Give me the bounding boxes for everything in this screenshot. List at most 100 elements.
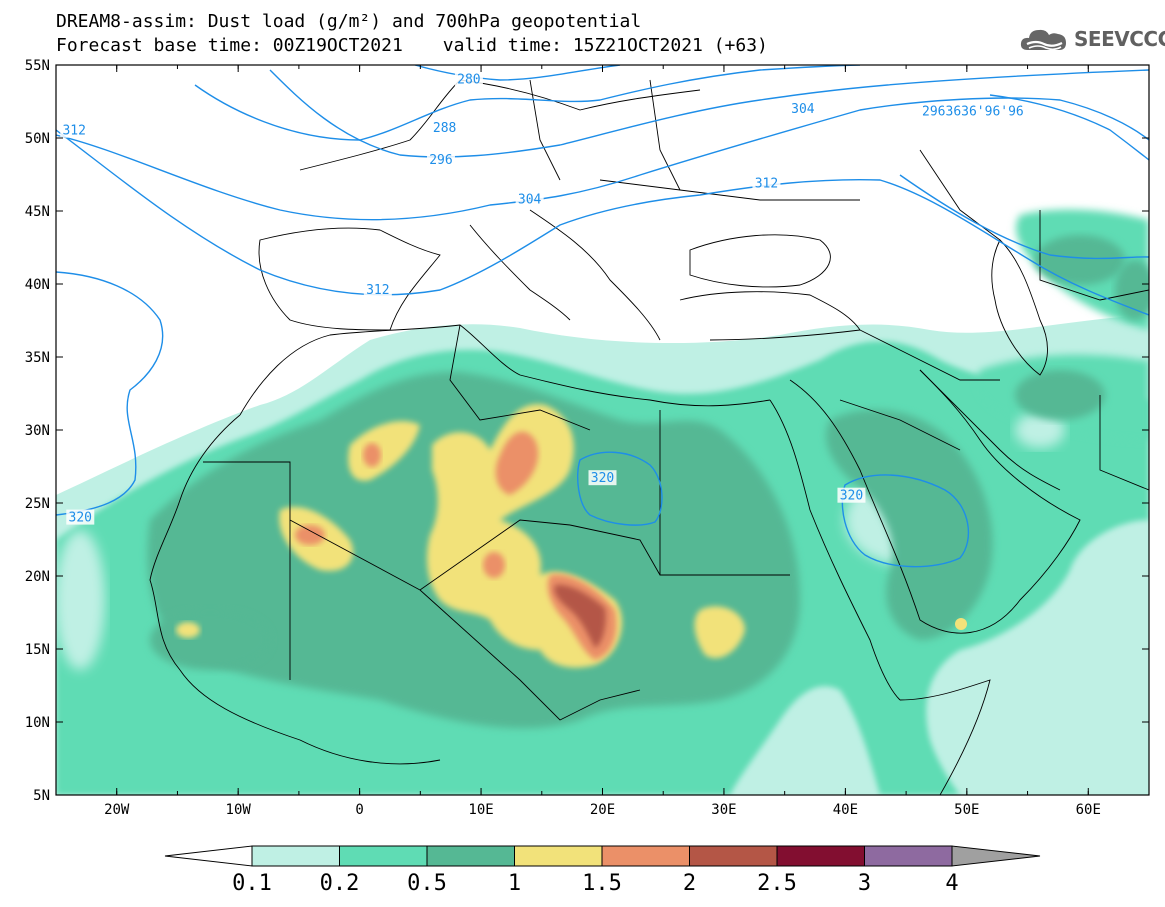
contour-label-bg [60, 122, 89, 138]
contour-288 [194, 65, 861, 141]
lat-label: 45N [25, 204, 50, 220]
contour-label: 320 [591, 471, 614, 486]
contour-label: 288 [433, 121, 456, 136]
dust-field [56, 65, 1149, 795]
lon-label: 0 [355, 802, 363, 818]
coastline-west-africa [149, 414, 441, 765]
colorbar-over-arrow [951, 845, 1041, 867]
contour-304-east [989, 94, 1149, 161]
dust-level-1 [694, 606, 745, 659]
coastline-italy [469, 224, 571, 321]
coastline-iberia [258, 227, 441, 331]
border [203, 461, 291, 680]
dust-level-0.5-iran [1015, 370, 1105, 420]
lat-label: 35N [25, 350, 50, 366]
lon-label: 50E [954, 802, 979, 818]
lon-label: 10E [468, 802, 493, 818]
border [599, 179, 860, 201]
coastline-balkans [529, 209, 661, 341]
contour-320-arabia [841, 474, 970, 568]
latitude-axis: 55N 50N 45N 40N 35N 30N 25N 20N 15N 10N 5N [25, 58, 1149, 804]
colorbar-swatch [689, 845, 778, 867]
border [859, 329, 1000, 381]
lon-label: 20W [104, 802, 130, 818]
contour-312-west [56, 271, 164, 516]
contour-label-bg [515, 191, 544, 207]
colorbar-tick-label: 1 [508, 871, 521, 896]
colorbar-tick-label: 1.5 [582, 871, 622, 896]
border [289, 519, 571, 591]
lat-label: 10N [25, 715, 50, 731]
colorbar-swatch [426, 845, 515, 867]
base-time: Forecast base time: 00Z19OCT2021 [56, 35, 403, 56]
contour-label: 320 [840, 489, 863, 504]
colorbar-swatch [601, 845, 690, 867]
dust-level-1 [955, 618, 967, 630]
contour-280 [414, 65, 621, 81]
colorbar-swatch [339, 845, 428, 867]
colorbar-tick-label: 0.1 [232, 871, 272, 896]
dust-level-1.5 [363, 443, 381, 467]
contour-304 [56, 97, 1149, 221]
colorbar-under-arrow [164, 845, 253, 867]
border [419, 589, 641, 721]
contour-label-bg [752, 175, 781, 191]
contour-label-bg [918, 103, 1027, 119]
contour-312-east [899, 174, 1149, 260]
geopotential-contours [56, 65, 1149, 568]
colorbar-tick-label: 4 [945, 871, 958, 896]
coastline-arabia [789, 369, 1081, 634]
colorbar-tick-label: 3 [858, 871, 871, 896]
colorbar: 0.1 0.2 0.5 1 1.5 2 2.5 3 4 [164, 845, 1041, 896]
contour-label: 304 [791, 102, 815, 117]
coastline-red-sea [769, 399, 901, 701]
longitude-axis: 20W 10W 0 10E 20E 30E 40E 50E 60E [55, 65, 1150, 818]
colorbar-tick-label: 0.2 [320, 871, 360, 896]
colorbar-tick-label: 2 [683, 871, 696, 896]
border [919, 149, 1001, 241]
lat-label: 55N [25, 58, 50, 74]
colorbar-swatch [251, 845, 340, 867]
lat-label: 25N [25, 496, 50, 512]
coastline-black-sea [689, 234, 831, 288]
coastline-caspian [991, 239, 1048, 376]
contour-label-bg [426, 151, 455, 167]
dust-level-0.5-sahel [150, 610, 270, 670]
lat-label: 5N [33, 788, 50, 804]
coastline-north-africa [239, 324, 771, 416]
contour-label: 320 [69, 511, 92, 526]
lat-label: 20N [25, 569, 50, 585]
contour-label: 312 [755, 176, 778, 191]
dust-level-1.5 [483, 552, 505, 578]
colorbar-tick-label: 0.5 [407, 871, 447, 896]
lon-label: 20E [590, 802, 615, 818]
border [1099, 395, 1149, 491]
logo-text: SEEVCCC [1074, 27, 1165, 51]
contour-labels: 280 288 296 304 304 312 312 312 2963636'96'96 320… [60, 71, 1027, 526]
coastline-turkey [679, 291, 861, 341]
cloud-icon [1020, 29, 1066, 51]
border [1039, 210, 1149, 301]
valid-time: valid time: 15Z21OCT2021 (+63) [442, 35, 768, 56]
coastline-persian-gulf [919, 369, 1061, 491]
border [839, 399, 961, 451]
contour-label: 280 [457, 73, 480, 88]
colorbar-swatch [864, 845, 953, 867]
contour-296 [269, 69, 1149, 158]
dust-level-1 [348, 421, 420, 481]
lon-label: 40E [833, 802, 858, 818]
contour-label-bg [363, 281, 392, 297]
map-subtitle: Forecast base time: 00Z19OCT2021 valid ti… [56, 36, 768, 56]
contour-label-bg [66, 509, 95, 525]
dust-level-2 [554, 584, 606, 648]
contour-label: 304 [518, 192, 542, 207]
contour-label-bg [430, 119, 459, 135]
dust-level-0.5-caspian [1035, 235, 1125, 285]
lon-label: 60E [1076, 802, 1101, 818]
lon-label: 10W [226, 802, 252, 818]
lat-label: 30N [25, 423, 50, 439]
colorbar-tick-label: 2.5 [757, 871, 797, 896]
coastline-east-africa [899, 679, 991, 795]
dust-level-0.5-arabia [826, 409, 993, 640]
